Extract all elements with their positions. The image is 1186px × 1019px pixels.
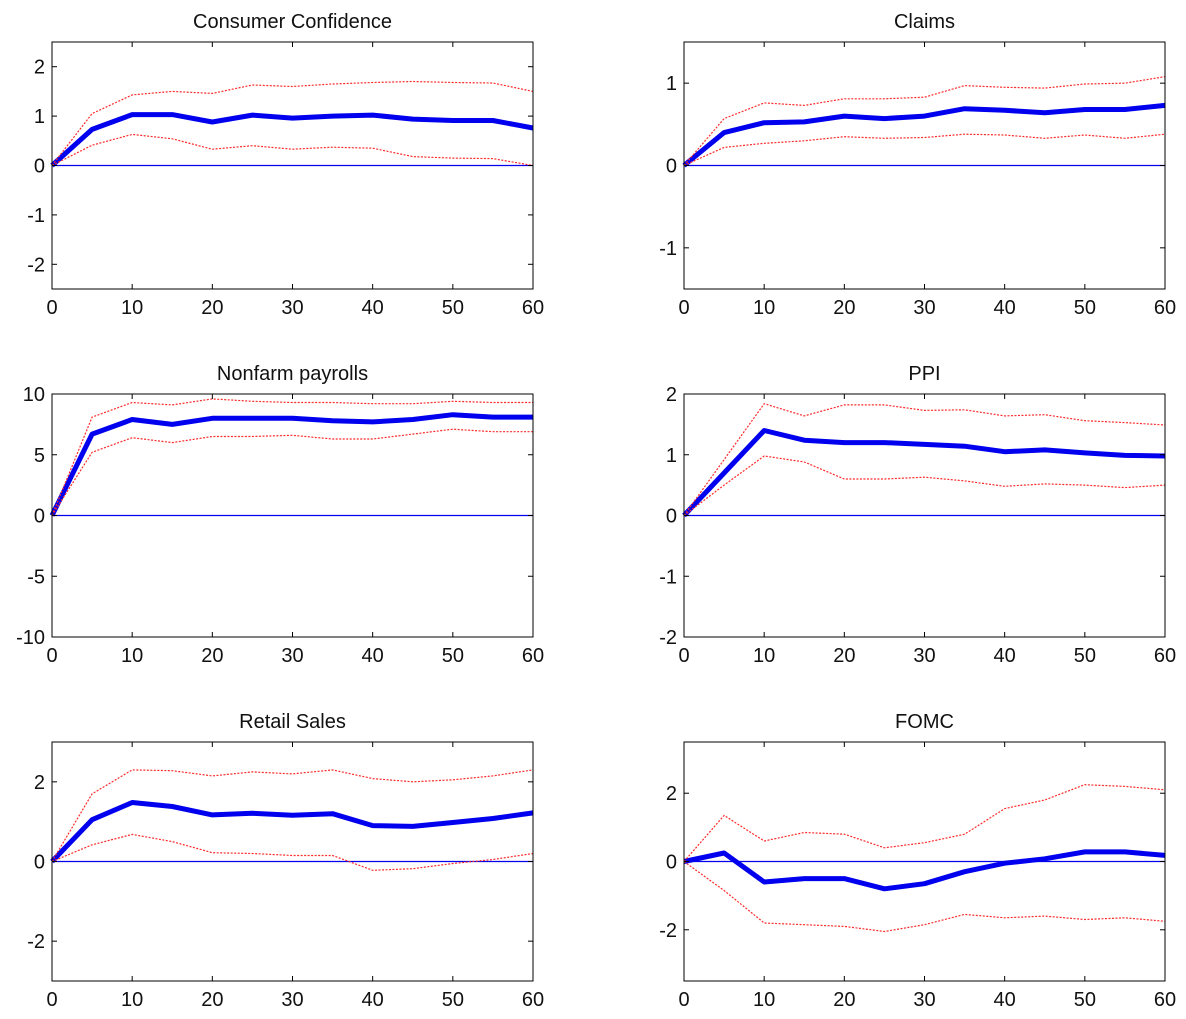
- y-tick-label: -5: [27, 566, 45, 588]
- estimate-line: [683, 849, 1166, 892]
- y-tick-label: 1: [34, 106, 45, 128]
- x-tick-label: 50: [1074, 989, 1096, 1011]
- y-tick-label: -2: [27, 931, 45, 953]
- y-tick-label: 0: [666, 506, 677, 528]
- x-tick-label: 40: [362, 297, 384, 319]
- chart-panel: Nonfarm payrolls 0 10 20 30 40 50 60 -10 -5 0 5 10: [16, 363, 544, 667]
- x-tick-label: 10: [121, 645, 143, 667]
- lower-band-line: [51, 428, 533, 516]
- y-tick-label: 1: [666, 73, 677, 95]
- chart-title: PPI: [908, 363, 940, 385]
- x-tick-label: 0: [46, 989, 57, 1011]
- x-tick-label: 60: [522, 989, 544, 1011]
- x-tick-label: 20: [201, 645, 223, 667]
- x-tick-label: 0: [678, 297, 689, 319]
- chart-title: Retail Sales: [239, 711, 346, 733]
- chart-panel: Consumer Confidence 0 10 20 30 40 50 60 -2 -1 0 1 2: [27, 11, 544, 319]
- x-tick-label: 0: [678, 645, 689, 667]
- chart-panel: PPI 0 10 20 30 40 50 60 -2 -1 0 1 2: [659, 363, 1176, 667]
- y-tick-label: 2: [34, 772, 45, 794]
- estimate-line: [682, 428, 1166, 518]
- x-tick-label: 40: [994, 989, 1016, 1011]
- lower-band-line: [51, 133, 534, 167]
- x-tick-label: 10: [753, 645, 775, 667]
- x-tick-label: 20: [201, 989, 223, 1011]
- chart-panel: Claims 0 10 20 30 40 50 60 -1 0 1: [659, 11, 1176, 319]
- x-tick-label: 10: [753, 297, 775, 319]
- x-tick-label: 40: [994, 297, 1016, 319]
- x-tick-label: 50: [1074, 297, 1096, 319]
- estimate-line: [682, 102, 1166, 168]
- lower-band-line: [683, 455, 1166, 516]
- upper-band-line: [683, 76, 1166, 166]
- lower-band-line: [683, 861, 1166, 933]
- x-tick-label: 20: [833, 989, 855, 1011]
- chart-panel: Retail Sales 0 10 20 30 40 50 60 -2 0 2: [27, 711, 544, 1011]
- x-tick-label: 0: [46, 297, 57, 319]
- y-tick-label: 2: [34, 57, 45, 79]
- upper-band-line: [683, 784, 1166, 862]
- x-tick-label: 20: [833, 297, 855, 319]
- upper-band-line: [51, 80, 534, 166]
- upper-band-line: [51, 398, 533, 516]
- lower-band-line: [683, 133, 1166, 167]
- y-tick-label: -1: [659, 566, 677, 588]
- chart-panel: FOMC 0 10 20 30 40 50 60 -2 0 2: [659, 711, 1176, 1011]
- y-tick-label: 10: [23, 384, 45, 406]
- x-tick-label: 20: [833, 645, 855, 667]
- y-tick-label: 2: [666, 783, 677, 805]
- x-tick-label: 60: [1154, 297, 1176, 319]
- x-tick-label: 30: [913, 645, 935, 667]
- upper-band-line: [683, 403, 1166, 516]
- x-tick-label: 60: [1154, 645, 1176, 667]
- y-tick-label: -2: [659, 920, 677, 942]
- x-tick-label: 10: [121, 297, 143, 319]
- chart-title: Claims: [894, 11, 955, 33]
- x-tick-label: 50: [442, 645, 464, 667]
- y-tick-label: 0: [34, 156, 45, 178]
- x-tick-label: 50: [1074, 645, 1096, 667]
- x-tick-label: 60: [1154, 989, 1176, 1011]
- x-tick-label: 50: [442, 989, 464, 1011]
- y-tick-label: -1: [659, 238, 677, 260]
- x-tick-label: 30: [281, 645, 303, 667]
- x-tick-label: 50: [442, 297, 464, 319]
- y-tick-label: -2: [659, 627, 677, 649]
- x-tick-label: 30: [913, 989, 935, 1011]
- y-tick-label: 0: [34, 852, 45, 874]
- estimate-line: [50, 800, 534, 864]
- y-tick-label: 5: [34, 445, 45, 467]
- x-tick-label: 40: [994, 645, 1016, 667]
- x-tick-label: 40: [362, 989, 384, 1011]
- x-tick-label: 10: [121, 989, 143, 1011]
- chart-title: Consumer Confidence: [193, 11, 392, 33]
- x-tick-label: 40: [362, 645, 384, 667]
- y-tick-label: 0: [666, 852, 677, 874]
- y-tick-label: 1: [666, 445, 677, 467]
- lower-band-line: [51, 833, 534, 871]
- y-tick-label: -2: [27, 254, 45, 276]
- chart-title: Nonfarm payrolls: [217, 363, 368, 385]
- y-tick-label: 0: [34, 506, 45, 528]
- estimate-line: [49, 412, 533, 517]
- x-tick-label: 10: [753, 989, 775, 1011]
- x-tick-label: 30: [281, 989, 303, 1011]
- x-tick-label: 20: [201, 297, 223, 319]
- x-tick-label: 0: [678, 989, 689, 1011]
- x-tick-label: 60: [522, 297, 544, 319]
- x-tick-label: 0: [46, 645, 57, 667]
- y-tick-label: -1: [27, 205, 45, 227]
- y-tick-label: -10: [16, 627, 45, 649]
- estimate-line: [50, 112, 534, 168]
- x-tick-label: 30: [913, 297, 935, 319]
- chart-title: FOMC: [895, 711, 954, 733]
- x-tick-label: 30: [281, 297, 303, 319]
- y-tick-label: 2: [666, 384, 677, 406]
- x-tick-label: 60: [522, 645, 544, 667]
- y-tick-label: 0: [666, 156, 677, 178]
